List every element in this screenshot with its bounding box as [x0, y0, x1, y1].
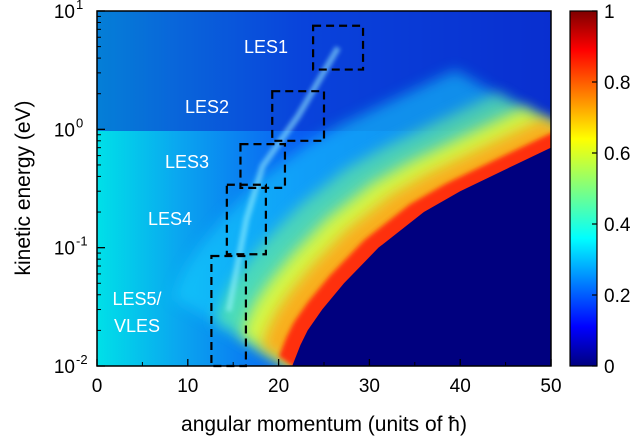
y-tick-exponent: 1 [76, 0, 83, 12]
x-tick-label: 10 [177, 376, 198, 397]
region-label: LES1 [244, 37, 288, 57]
colorbar-tick-label: 0.6 [604, 144, 630, 165]
y-axis-label: kinetic energy (eV) [12, 100, 35, 275]
y-tick-label: 10 [54, 2, 75, 23]
region-box-les1 [312, 24, 365, 71]
colorbar [569, 10, 598, 367]
region-label: LES5/ [112, 289, 161, 309]
region-box-les5-vles [210, 254, 248, 368]
x-tick-label: 30 [359, 376, 380, 397]
les-regions: LES1 LES2 LES3 LES4 LES5/VLES [112, 24, 365, 368]
colorbar-tick-label: 1 [604, 2, 615, 23]
region-label: LES3 [165, 152, 209, 172]
y-tick-exponent: -1 [76, 234, 88, 249]
y-tick-exponent: -2 [76, 352, 88, 367]
region-label: LES2 [185, 97, 229, 117]
y-tick-label: 10 [54, 357, 75, 378]
region-label: VLES [114, 316, 160, 336]
classically-forbidden-region [292, 147, 551, 366]
x-tick-label: 40 [450, 376, 471, 397]
x-tick-label: 50 [540, 376, 561, 397]
region-box-les3 [239, 143, 287, 189]
y-tick-label: 10 [54, 239, 75, 260]
les-ridge [225, 46, 341, 312]
plot-area [97, 11, 551, 366]
x-axis: 0 10 20 30 40 50 [92, 359, 562, 397]
colorbar-tick-label: 0.8 [604, 73, 630, 94]
colorbar-tick-label: 0.4 [604, 215, 631, 236]
colorbar-tick-label: 0 [604, 357, 615, 378]
x-tick-label: 20 [268, 376, 289, 397]
region-box-les4 [225, 183, 267, 256]
x-axis-label: angular momentum (units of ħ) [181, 413, 467, 436]
y-tick-label: 10 [54, 120, 75, 141]
colorbar-ticks: 0 0.2 0.4 0.6 0.8 1 [592, 2, 631, 378]
colorbar-tick-label: 0.2 [604, 286, 630, 307]
x-tick-label: 0 [92, 376, 103, 397]
y-tick-exponent: 0 [76, 115, 83, 130]
region-label: LES4 [148, 209, 192, 229]
